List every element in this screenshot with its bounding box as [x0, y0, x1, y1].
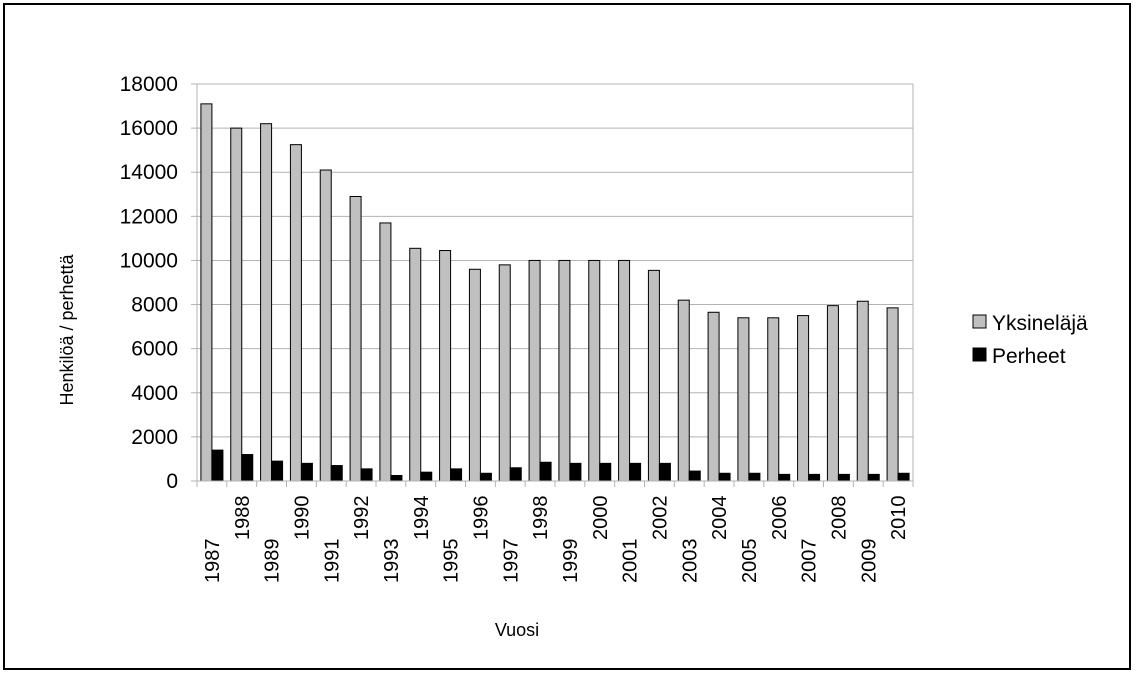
x-tick-labels: 1987 1988 1989 1990 1991 1992 1993 1994 1995 1996…: [202, 496, 910, 584]
bar-yksinelaja-1990: [289, 144, 302, 482]
x-tick-label: 1991: [321, 539, 343, 584]
y-tick-label: 10000: [120, 249, 178, 272]
legend-swatch-perheet: [972, 347, 987, 362]
x-tick-label: 1994: [411, 496, 433, 541]
bar-perheet-1990: [300, 462, 313, 482]
bar-perheet-2008: [837, 473, 850, 482]
x-tick-label: 2008: [828, 496, 850, 541]
x-tick-label: 2009: [858, 539, 880, 584]
bar-perheet-2004: [718, 472, 731, 482]
bar-perheet-1999: [569, 462, 582, 482]
bar-perheet-2009: [867, 473, 880, 482]
y-tick-label: 8000: [131, 294, 178, 317]
bar-yksinelaja-2010: [886, 307, 899, 482]
x-tick-label: 2006: [769, 496, 791, 541]
axes: [191, 83, 914, 487]
x-tick-label: 1992: [351, 496, 373, 541]
y-tick-label: 6000: [131, 338, 178, 361]
bar-perheet-1995: [450, 468, 463, 482]
bar-yksinelaja-1998: [528, 259, 541, 482]
bar-yksinelaja-1992: [349, 195, 362, 482]
y-tick-label: 2000: [131, 426, 178, 449]
x-tick-label: 2007: [799, 539, 821, 584]
bar-perheet-1993: [390, 474, 403, 482]
bar-perheet-1992: [360, 468, 373, 482]
y-tick-label: 12000: [120, 205, 178, 228]
bar-perheet-1989: [271, 460, 284, 482]
x-tick-label: 2001: [620, 539, 642, 584]
bar-yksinelaja-2005: [737, 317, 750, 482]
x-axis-title: Vuosi: [495, 620, 539, 640]
bar-perheet-2000: [599, 462, 612, 482]
bar-yksinelaja-2004: [707, 311, 720, 482]
bar-yksinelaja-2001: [618, 259, 631, 482]
bar-yksinelaja-2002: [647, 269, 660, 482]
x-tick-label: 1998: [530, 496, 552, 541]
legend-label-perheet: Perheet: [992, 345, 1066, 368]
x-tick-label: 2010: [888, 496, 910, 541]
x-tick-label: 1996: [470, 496, 492, 540]
y-tick-label: 14000: [120, 161, 178, 184]
x-tick-label: 2004: [709, 496, 731, 541]
y-tick-label: 4000: [131, 382, 178, 405]
bar-yksinelaja-2006: [767, 317, 780, 482]
bar-yksinelaja-1989: [260, 123, 273, 482]
x-tick-label: 1989: [262, 539, 284, 584]
bar-perheet-1988: [241, 454, 254, 482]
plot-area: [197, 84, 913, 481]
bar-yksinelaja-1987: [200, 103, 213, 482]
bar-perheet-1998: [539, 461, 552, 482]
bar-perheet-2005: [748, 472, 761, 482]
bar-yksinelaja-1994: [409, 247, 422, 482]
bar-yksinelaja-2008: [826, 305, 839, 482]
gridlines: [197, 83, 913, 438]
bar-yksinelaja-2009: [856, 300, 869, 482]
x-tick-label: 1995: [441, 539, 463, 584]
bar-perheet-2003: [688, 470, 701, 482]
bar-yksinelaja-1997: [498, 264, 511, 482]
y-tick-labels: 0 2000 4000 6000 8000 10000 12000 14000 16000 180…: [120, 73, 178, 493]
bar-perheet-1996: [479, 472, 492, 482]
x-tick-label: 1987: [202, 539, 224, 584]
legend-swatch-yksinelaja: [972, 314, 987, 329]
y-tick-label: 18000: [120, 73, 178, 96]
bar-yksinelaja-2007: [797, 315, 810, 482]
bar-perheet-1987: [211, 449, 224, 482]
x-tick-label: 1997: [500, 539, 522, 584]
bar-perheet-2006: [778, 473, 791, 482]
bar-perheet-2010: [897, 472, 910, 482]
bar-yksinelaja-1991: [319, 169, 332, 482]
bar-yksinelaja-1999: [558, 259, 571, 482]
y-tick-label: 16000: [120, 117, 178, 140]
bar-yksinelaja-1988: [230, 127, 243, 482]
bar-yksinelaja-1993: [379, 222, 392, 482]
x-tick-label: 1990: [291, 496, 313, 541]
x-tick-label: 2002: [649, 496, 671, 541]
y-tick-label: 0: [166, 470, 178, 493]
legend-label-yksinelaja: Yksineläjä: [992, 312, 1088, 335]
bar-perheet-2002: [658, 462, 671, 482]
x-tick-label: 1999: [560, 539, 582, 584]
x-tick-label: 1988: [232, 496, 254, 541]
bar-perheet-2001: [629, 462, 642, 482]
x-tick-label: 1993: [381, 539, 403, 584]
bar-yksinelaja-2000: [588, 259, 601, 482]
bar-perheet-2007: [808, 473, 821, 482]
bar-yksinelaja-1995: [439, 250, 452, 482]
bar-perheet-1997: [509, 467, 522, 482]
x-tick-label: 2000: [590, 496, 612, 541]
x-tick-label: 2003: [679, 539, 701, 584]
bar-yksinelaja-1996: [468, 268, 481, 482]
bar-perheet-1991: [330, 465, 343, 482]
x-tick-label: 2005: [739, 539, 761, 584]
legend: Yksineläjä Perheet: [972, 312, 1088, 368]
y-axis-title: Henkilöä / perhettä: [57, 253, 77, 405]
bar-yksinelaja-2003: [677, 299, 690, 482]
bar-perheet-1994: [420, 471, 433, 482]
